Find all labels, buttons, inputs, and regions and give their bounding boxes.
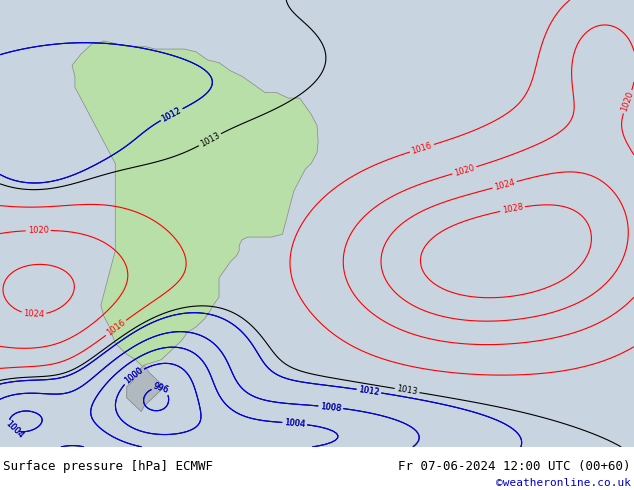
Text: 1004: 1004 xyxy=(4,419,25,441)
Text: 1004: 1004 xyxy=(284,418,306,429)
Text: 1020: 1020 xyxy=(453,163,476,178)
Text: ©weatheronline.co.uk: ©weatheronline.co.uk xyxy=(496,478,631,488)
Text: 1004: 1004 xyxy=(4,419,25,441)
Text: 1020: 1020 xyxy=(620,90,634,113)
Text: 1008: 1008 xyxy=(320,401,342,413)
Text: 1012: 1012 xyxy=(160,105,183,123)
Text: 1004: 1004 xyxy=(284,418,306,429)
Polygon shape xyxy=(72,41,318,412)
Text: 996: 996 xyxy=(152,382,170,395)
Text: 1000: 1000 xyxy=(122,366,145,386)
Text: 1020: 1020 xyxy=(28,226,49,235)
Text: 1016: 1016 xyxy=(105,318,127,338)
Text: 1012: 1012 xyxy=(160,105,183,123)
Polygon shape xyxy=(127,365,162,412)
Text: 1013: 1013 xyxy=(198,131,221,148)
Text: 1000: 1000 xyxy=(122,366,145,386)
Text: 996: 996 xyxy=(152,382,170,395)
Text: 1028: 1028 xyxy=(501,202,524,215)
Text: 1024: 1024 xyxy=(493,178,516,192)
Text: 1012: 1012 xyxy=(358,385,380,397)
Text: 1013: 1013 xyxy=(396,384,418,397)
Text: 1016: 1016 xyxy=(410,141,433,156)
Text: Surface pressure [hPa] ECMWF: Surface pressure [hPa] ECMWF xyxy=(3,460,213,473)
Text: Fr 07-06-2024 12:00 UTC (00+60): Fr 07-06-2024 12:00 UTC (00+60) xyxy=(398,460,631,473)
Text: 1012: 1012 xyxy=(358,385,380,397)
Text: 1008: 1008 xyxy=(320,401,342,413)
Text: 1024: 1024 xyxy=(23,309,44,319)
